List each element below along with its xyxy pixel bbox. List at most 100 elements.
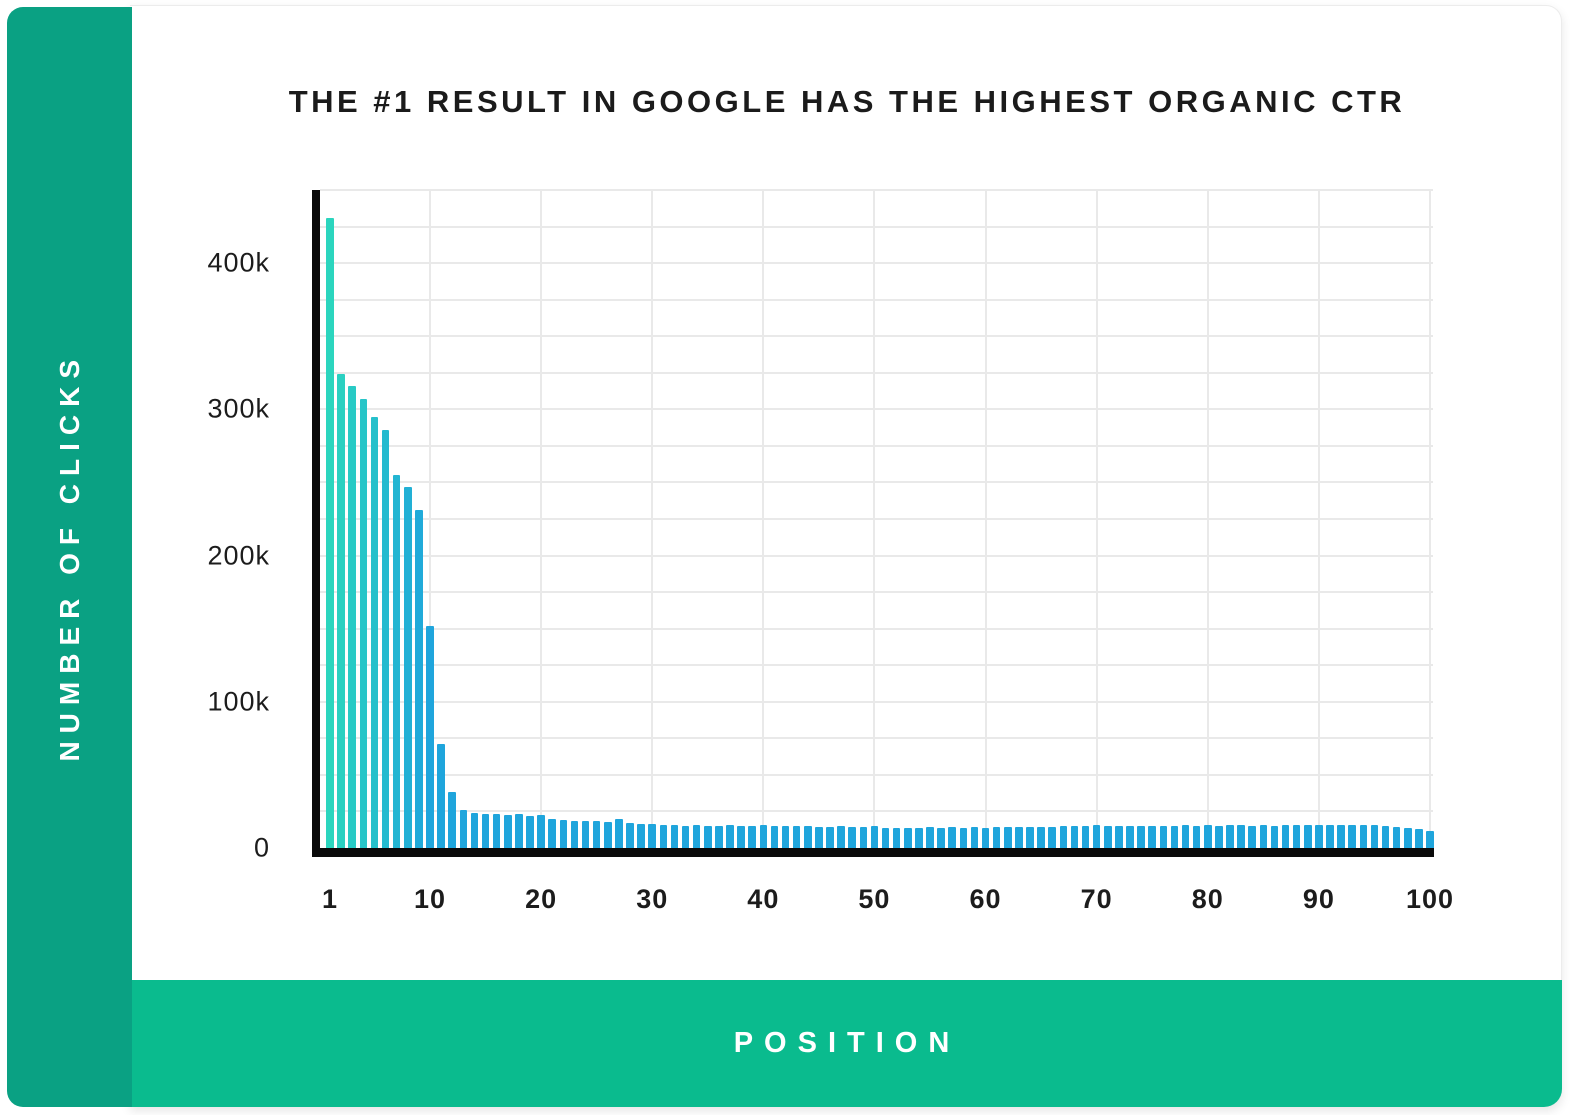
x-axis-tick-label: 70: [1080, 884, 1113, 914]
bar-position-85: [1259, 825, 1268, 848]
bar-position-30: [648, 824, 656, 848]
bar-position-48: [848, 827, 856, 848]
gridline-horizontal: [320, 189, 1433, 191]
bar-position-92: [1337, 825, 1345, 848]
gridline-vertical: [1317, 190, 1320, 848]
bar-position-18: [515, 814, 523, 848]
bar-position-13: [459, 809, 468, 848]
gridline-horizontal: [320, 481, 1433, 484]
bar-position-100: [1426, 831, 1434, 848]
bar-position-82: [1226, 825, 1234, 848]
gridline-horizontal: [320, 298, 1433, 301]
bar-position-2: [337, 374, 345, 848]
gridline-vertical: [984, 190, 987, 848]
bar-position-21: [548, 818, 556, 848]
bar-position-73: [1126, 825, 1134, 848]
bar-position-20: [537, 815, 545, 848]
bar-position-12: [448, 792, 456, 848]
bar-position-37: [726, 825, 734, 848]
bar-position-87: [1281, 825, 1290, 848]
bar-position-40: [759, 825, 768, 848]
gridline-horizontal: [320, 627, 1433, 630]
bar-position-99: [1415, 829, 1423, 848]
bar-position-26: [604, 821, 612, 848]
bar-position-75: [1148, 826, 1156, 848]
gridline-horizontal: [320, 225, 1433, 228]
gridline-horizontal: [320, 335, 1433, 338]
x-axis-tick-label: 100: [1405, 884, 1455, 914]
bar-position-77: [1170, 826, 1179, 848]
bar-position-4: [359, 399, 368, 848]
bar-position-38: [737, 825, 745, 848]
x-axis-tick-label: 20: [525, 884, 558, 914]
x-axis-tick-label: 30: [636, 884, 669, 914]
bar-position-23: [570, 820, 579, 848]
y-axis-tick-label: 400k: [207, 247, 270, 278]
bar-position-34: [692, 825, 701, 848]
gridline-vertical: [651, 190, 654, 848]
bar-position-98: [1404, 827, 1412, 848]
bar-position-7: [392, 475, 401, 848]
bar-position-79: [1192, 825, 1201, 848]
y-axis-tick-label: 100k: [207, 686, 270, 717]
gridline-horizontal: [320, 737, 1433, 740]
gridline-vertical: [1095, 190, 1098, 848]
bar-position-15: [481, 814, 490, 848]
x-axis-tick-label: 1: [321, 884, 339, 914]
x-axis-tick-label: 40: [747, 884, 780, 914]
bar-position-74: [1137, 825, 1145, 848]
bar-position-71: [1104, 825, 1112, 848]
bar-position-29: [637, 823, 645, 848]
bar-position-61: [992, 827, 1001, 848]
x-axis-rail-label: POSITION: [733, 1027, 961, 1059]
bar-position-1: [326, 217, 334, 848]
bar-position-63: [1015, 826, 1023, 848]
bar-position-58: [959, 827, 968, 848]
x-axis-tick-label: 50: [858, 884, 891, 914]
bar-position-28: [626, 822, 634, 848]
bar-chart-plot-area: [312, 189, 1434, 857]
bar-position-46: [826, 826, 834, 848]
bar-position-94: [1359, 825, 1368, 848]
x-axis-tick-label: 10: [413, 884, 446, 914]
x-axis-tick-label: 90: [1302, 884, 1335, 914]
bar-position-41: [770, 825, 779, 848]
bar-position-45: [815, 826, 823, 848]
bar-position-80: [1204, 825, 1212, 848]
bar-position-22: [559, 819, 568, 848]
bar-position-3: [348, 385, 356, 848]
gridline-vertical: [873, 190, 876, 848]
gridline-vertical: [540, 190, 543, 848]
y-axis-tick-label: 300k: [207, 393, 270, 424]
bar-position-52: [892, 828, 901, 848]
gridline-horizontal: [320, 591, 1433, 594]
bar-position-49: [859, 826, 868, 848]
y-axis-tick-label: 200k: [207, 540, 270, 571]
bar-position-9: [415, 510, 423, 848]
bar-position-72: [1115, 826, 1123, 848]
bar-position-25: [592, 820, 601, 848]
bar-position-81: [1215, 825, 1223, 848]
bar-position-78: [1181, 825, 1190, 848]
bar-position-90: [1315, 825, 1323, 848]
bar-position-50: [870, 826, 879, 848]
bar-position-67: [1059, 826, 1068, 848]
bar-position-62: [1004, 827, 1012, 848]
y-axis-line: [312, 190, 320, 857]
gridline-horizontal: [320, 773, 1433, 776]
bar-position-69: [1081, 825, 1090, 848]
gridline-horizontal: [320, 408, 1433, 411]
gridline-horizontal: [320, 444, 1433, 447]
bar-position-19: [526, 815, 534, 848]
bar-position-24: [581, 821, 590, 848]
gridline-horizontal: [320, 518, 1433, 520]
bar-position-70: [1092, 825, 1101, 848]
bar-position-33: [681, 825, 690, 848]
bar-position-43: [792, 826, 801, 848]
bar-position-44: [804, 825, 812, 848]
bar-position-10: [426, 625, 434, 848]
bar-position-64: [1026, 827, 1034, 848]
bar-position-31: [659, 824, 668, 848]
bar-position-35: [704, 825, 712, 848]
bar-position-68: [1070, 825, 1079, 848]
